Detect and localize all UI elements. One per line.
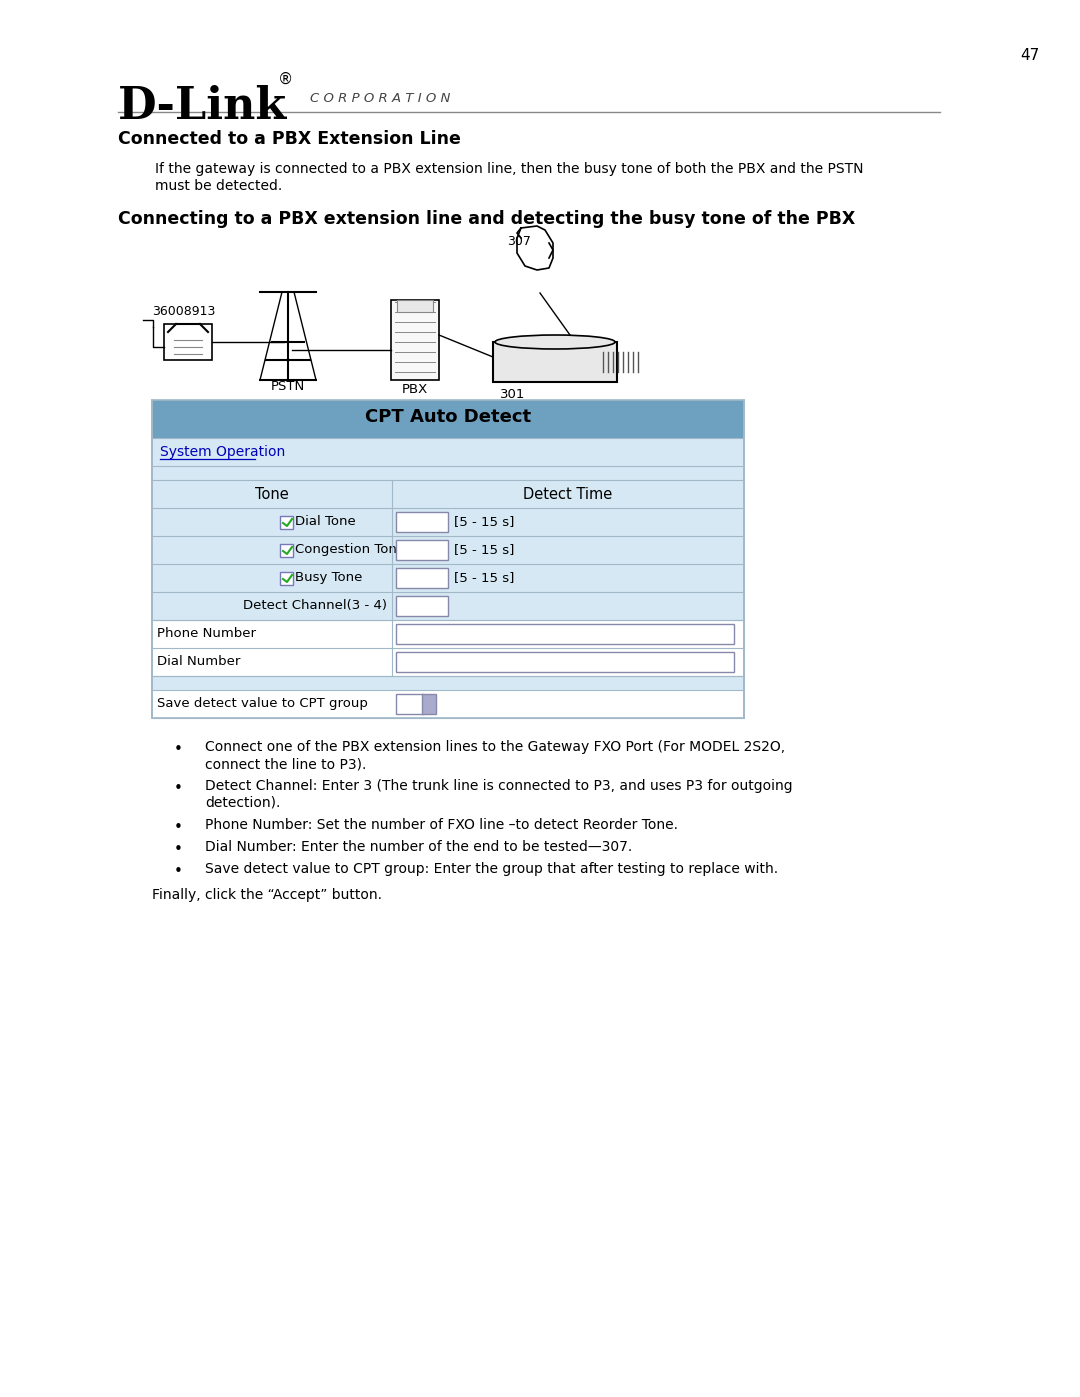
Bar (396, 597, 448, 616)
Text: Connected to a PBX Extension Line: Connected to a PBX Extension Line (118, 130, 461, 148)
Bar (422, 694, 436, 714)
Text: CPT Auto Detect: CPT Auto Detect (365, 408, 531, 426)
Text: Dial Number: Enter the number of the end to be tested—307.: Dial Number: Enter the number of the end… (205, 840, 632, 854)
Text: [5 - 15 s]: [5 - 15 s] (454, 571, 514, 584)
Text: System Operation: System Operation (160, 446, 285, 460)
Text: must be detected.: must be detected. (156, 179, 282, 193)
Bar (280, 515, 293, 529)
Bar (396, 511, 448, 532)
Text: Busy Tone: Busy Tone (295, 571, 363, 584)
Bar (152, 439, 744, 467)
Text: •: • (174, 781, 183, 796)
Text: [5 - 15 s]: [5 - 15 s] (454, 515, 514, 528)
Text: Finally, click the “Accept” button.: Finally, click the “Accept” button. (152, 888, 382, 902)
Text: D-Link: D-Link (118, 85, 287, 129)
Text: 9: 9 (402, 543, 410, 556)
Ellipse shape (495, 335, 615, 349)
Text: 3: 3 (402, 599, 410, 612)
Text: C O R P O R A T I O N: C O R P O R A T I O N (310, 92, 450, 105)
Text: connect the line to P3).: connect the line to P3). (205, 757, 366, 771)
Text: •: • (174, 863, 183, 879)
Text: 301: 301 (402, 627, 428, 640)
Text: Detect Channel(3 - 4): Detect Channel(3 - 4) (243, 599, 387, 612)
Text: ▼: ▼ (426, 698, 432, 708)
Bar (152, 509, 744, 536)
Text: PSTN: PSTN (271, 380, 306, 393)
Bar (280, 543, 293, 557)
Text: 9: 9 (402, 515, 410, 528)
Text: 307: 307 (507, 235, 531, 249)
Text: detection).: detection). (205, 796, 281, 810)
Text: •: • (174, 742, 183, 757)
Bar (152, 400, 744, 718)
Text: Dial Tone: Dial Tone (295, 515, 355, 528)
Text: Tone: Tone (255, 488, 288, 502)
Text: Phone Number: Set the number of FXO line –to detect Reorder Tone.: Phone Number: Set the number of FXO line… (205, 819, 678, 833)
Bar (396, 624, 734, 644)
Bar (152, 536, 744, 564)
Text: Connecting to a PBX extension line and detecting the busy tone of the PBX: Connecting to a PBX extension line and d… (118, 210, 855, 228)
Bar (396, 694, 424, 714)
Text: Detect Channel: Enter 3 (The trunk line is connected to P3, and uses P3 for outg: Detect Channel: Enter 3 (The trunk line … (205, 780, 793, 793)
Bar (152, 648, 744, 676)
Text: ®: ® (278, 73, 294, 87)
Bar (152, 564, 744, 592)
Text: [5 - 15 s]: [5 - 15 s] (454, 543, 514, 556)
Text: Save detect value to CPT group: Save detect value to CPT group (157, 697, 368, 710)
Text: 2: 2 (401, 697, 409, 710)
Bar (396, 569, 448, 588)
Text: 301: 301 (500, 388, 525, 401)
Bar (396, 652, 734, 672)
Bar (492, 342, 617, 381)
Bar (152, 690, 744, 718)
Text: 36008913: 36008913 (152, 305, 215, 319)
Bar (152, 400, 744, 439)
Polygon shape (517, 226, 553, 270)
Bar (152, 467, 744, 481)
Bar (152, 481, 744, 509)
Bar (280, 571, 293, 585)
Bar (152, 676, 744, 690)
Bar (396, 541, 448, 560)
Text: Phone Number: Phone Number (157, 627, 256, 640)
Text: •: • (174, 842, 183, 856)
Bar (152, 592, 744, 620)
Text: Save detect value to CPT group: Enter the group that after testing to replace wi: Save detect value to CPT group: Enter th… (205, 862, 778, 876)
Text: 9: 9 (402, 571, 410, 584)
Text: Dial Number: Dial Number (157, 655, 241, 668)
Text: Detect Time: Detect Time (524, 488, 612, 502)
Text: 47: 47 (1020, 47, 1039, 63)
Text: 307: 307 (402, 655, 428, 668)
Text: If the gateway is connected to a PBX extension line, then the busy tone of both : If the gateway is connected to a PBX ext… (156, 162, 864, 176)
Bar (164, 324, 212, 360)
Bar (391, 300, 438, 380)
Bar (152, 620, 744, 648)
Text: •: • (174, 820, 183, 835)
Text: Congestion Tone: Congestion Tone (295, 543, 405, 556)
Text: PBX: PBX (402, 383, 428, 395)
Bar (397, 300, 433, 312)
Text: Connect one of the PBX extension lines to the Gateway FXO Port (For MODEL 2S2O,: Connect one of the PBX extension lines t… (205, 740, 785, 754)
